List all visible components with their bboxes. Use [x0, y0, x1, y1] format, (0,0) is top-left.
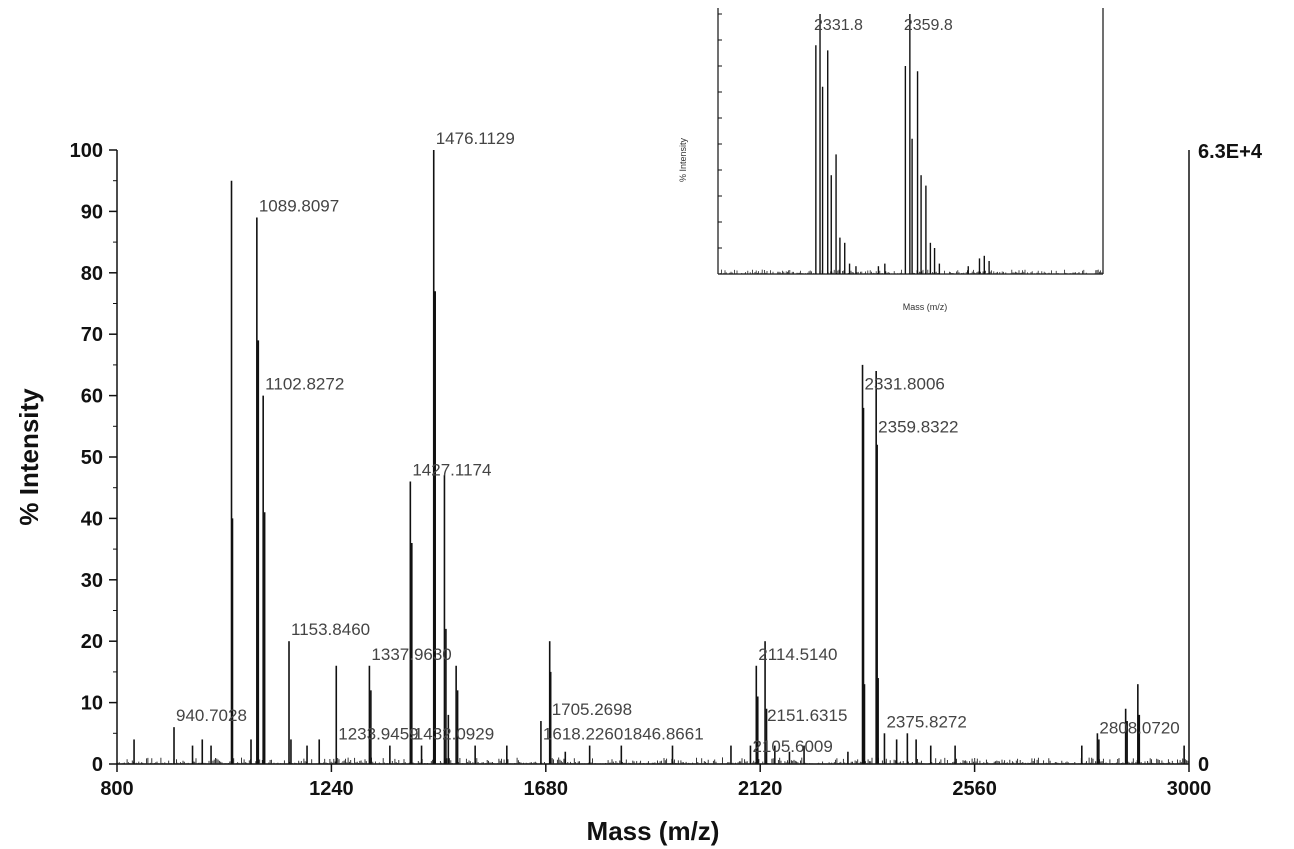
main-x-tick-label: 1240 [309, 778, 354, 800]
inset-noise-path [718, 269, 1103, 274]
main-peak-annotation: 2331.8006 [865, 375, 945, 394]
main-peak-annotations: 1476.1129 1089.8097 1102.8272 1427.1174 1153… [176, 129, 1180, 756]
main-y-tick-label: 90 [81, 201, 103, 223]
main-y-tick-label: 40 [81, 508, 103, 530]
main-peak-annotation: 2359.8322 [878, 418, 958, 437]
inset-y-axis-title: % Intensity [678, 137, 688, 182]
main-y-tick-label: 80 [81, 263, 103, 285]
main-x-tick-label: 1680 [524, 778, 569, 800]
main-peak-annotation: 1705.2698 [552, 700, 632, 719]
main-peak-annotation: 2151.6315 [767, 706, 847, 725]
main-y-tick-label: 0 [92, 754, 103, 776]
main-peak-annotation: 1476.1129 [436, 129, 515, 148]
main-peak-annotation: 1102.8272 [265, 375, 344, 394]
main-peak-annotation: 1432.0929 [414, 725, 494, 744]
main-spectrum-plot: 0 10 20 30 40 50 60 70 80 90 100 800 1240 1680 2120 25… [14, 129, 1263, 846]
main-peak-annotation: 940.7028 [176, 706, 247, 725]
inset-noise-baseline [718, 269, 1103, 274]
inset-peak-annotation: 2359.8 [904, 17, 953, 34]
main-peak-annotation: 2114.5140 [758, 645, 837, 664]
main-peak-annotation: 1846.8661 [623, 725, 703, 744]
main-peak-annotation: 1233.9459 [338, 725, 418, 744]
main-noise-baseline [117, 757, 1189, 764]
inset-peaks [815, 14, 990, 274]
main-x-tick-label: 2560 [952, 778, 997, 800]
main-peak-annotation: 2375.8272 [886, 712, 966, 731]
main-peak-annotation: 1618.2260 [543, 725, 623, 744]
main-peaks [133, 150, 1185, 764]
main-y-tick-label: 50 [81, 447, 103, 469]
inset-peak-annotation: 2331.8 [814, 17, 863, 34]
main-noise-path [117, 757, 1189, 764]
main-peak-annotation: 1089.8097 [259, 197, 339, 216]
inset-peak-annotations: 2331.8 2359.8 [814, 17, 953, 34]
main-x-tick-label: 3000 [1167, 778, 1212, 800]
main-peak-annotation: 1153.8460 [291, 620, 370, 639]
main-y-tick-label: 70 [81, 324, 103, 346]
main-y-ticks: 0 10 20 30 40 50 60 70 80 90 100 [70, 140, 117, 776]
main-y-axis-title: % Intensity [14, 388, 44, 526]
main-y-tick-label: 30 [81, 570, 103, 592]
main-x-axis-title: Mass (m/z) [587, 816, 720, 846]
main-peak-annotation: 2105.6009 [752, 737, 832, 756]
right-axis-top-label: 6.3E+4 [1198, 141, 1263, 163]
right-axis-bottom-label: 0 [1198, 754, 1209, 776]
main-y-tick-label: 100 [70, 140, 103, 162]
main-x-tick-label: 2120 [738, 778, 783, 800]
main-y-tick-label: 10 [81, 693, 103, 715]
main-x-ticks: 800 1240 1680 2120 2560 3000 [100, 764, 1211, 800]
inset-spectrum-plot: 2331.8 2359.8 % Intensity Mass (m/z) [678, 8, 1104, 312]
main-peak-annotation: 1337.9630 [371, 645, 451, 664]
main-y-tick-label: 60 [81, 386, 103, 408]
main-y-tick-label: 20 [81, 631, 103, 653]
main-peak-annotation: 2808.0720 [1099, 718, 1179, 737]
main-x-tick-label: 800 [100, 778, 133, 800]
main-peak-annotation: 1427.1174 [412, 461, 491, 480]
inset-x-axis-title: Mass (m/z) [903, 302, 948, 312]
